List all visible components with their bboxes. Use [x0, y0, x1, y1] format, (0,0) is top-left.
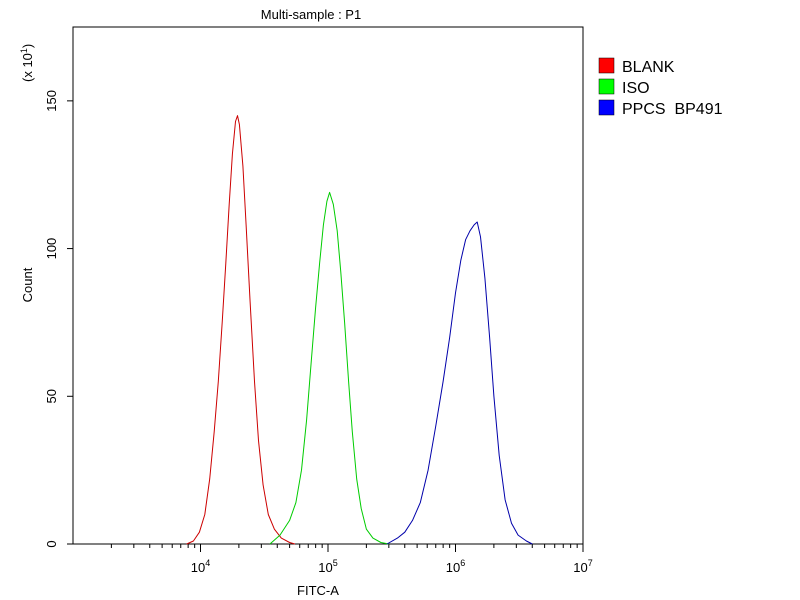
x-tick-exp: 4: [205, 558, 210, 568]
series-line-blank: [186, 115, 296, 545]
legend-label: PPCS BP491: [622, 101, 723, 118]
legend-label: ISO: [622, 80, 650, 97]
x-tick-exp: 5: [333, 558, 338, 568]
chart-title: Multi-sample : P1: [261, 7, 361, 22]
x-tick-base: 10: [446, 560, 460, 575]
plot-area: [72, 26, 584, 545]
legend-swatch: [598, 78, 615, 95]
x-tick-exp: 6: [460, 558, 465, 568]
series-line-ppcs-bp491: [386, 221, 533, 545]
y-multiplier-exp: 1: [19, 48, 29, 53]
x-tick-label: 107: [573, 558, 592, 575]
y-multiplier: (x 101): [19, 44, 35, 82]
y-tick-label: 0: [44, 540, 59, 547]
x-axis: 104 105 106 107: [110, 544, 593, 575]
y-axis: 0 50 100 150: [44, 90, 73, 548]
x-tick-base: 10: [573, 560, 587, 575]
x-tick-label: 104: [191, 558, 210, 575]
y-tick-label: 100: [44, 238, 59, 260]
x-tick-base: 10: [318, 560, 332, 575]
y-tick-label: 50: [44, 389, 59, 403]
legend-swatch: [598, 99, 615, 116]
series-layer: [186, 115, 533, 545]
x-tick-exp: 7: [588, 558, 593, 568]
y-tick-label: 150: [44, 90, 59, 112]
x-axis-label: FITC-A: [297, 583, 339, 598]
plot-frame: [72, 26, 584, 545]
legend: BLANK ISO PPCS BP491: [598, 57, 723, 118]
x-tick-base: 10: [191, 560, 205, 575]
legend-swatch: [598, 57, 615, 74]
legend-label: BLANK: [622, 59, 675, 76]
series-line-iso: [269, 191, 389, 545]
x-tick-label: 105: [318, 558, 337, 575]
y-multiplier-text: (x 10: [20, 53, 35, 82]
y-axis-label: Count: [20, 267, 35, 302]
x-tick-label: 106: [446, 558, 465, 575]
y-multiplier-close: ): [20, 44, 35, 48]
